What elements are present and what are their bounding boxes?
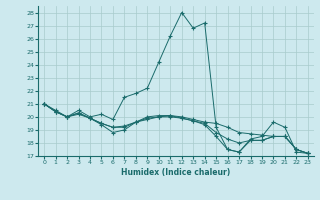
- X-axis label: Humidex (Indice chaleur): Humidex (Indice chaleur): [121, 168, 231, 177]
